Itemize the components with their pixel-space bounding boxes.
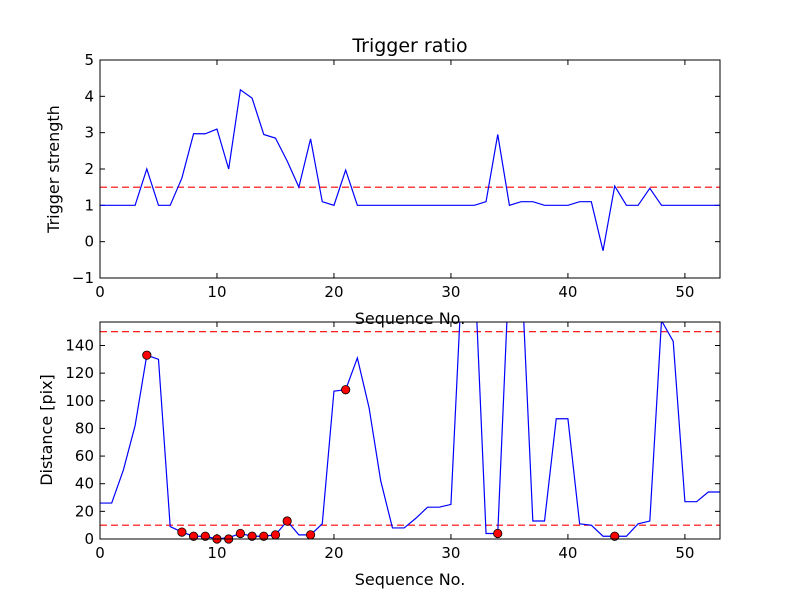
selected-point-marker [341,385,351,395]
top-y-tick-label: 0 [84,233,94,251]
selected-point-marker [270,530,281,540]
selected-point-marker [247,531,257,541]
top-y-tick-label: 2 [84,160,94,178]
bottom-plot-frame [99,321,721,540]
selected-point-marker [235,528,245,539]
bottom-y-axis-label: Distance [pix] [37,374,56,486]
selected-point-marker [610,531,620,541]
top-y-tick-label: 4 [84,87,94,105]
bottom-y-tick-label: 60 [75,447,94,465]
bottom-y-tick-label: 120 [65,364,94,382]
bottom-subplot: 0 10 20 30 40 50 0 20 40 60 80 100 120 140 Sequence N… [37,321,721,589]
selected-point-marker [259,531,269,541]
top-series-line [100,88,720,251]
bottom-x-tick-label: 40 [558,544,577,562]
bottom-ticks: 0 10 20 30 40 50 0 20 40 60 80 100 120 140 [65,322,720,562]
selected-point-marker [188,531,199,541]
selected-point-marker [305,530,316,540]
top-plot-frame [99,59,721,279]
bottom-x-tick-label: 0 [95,544,105,562]
top-x-tick-label: 40 [558,283,577,301]
bottom-x-axis-label: Sequence No. [355,570,466,589]
bottom-y-tick-label: 100 [65,392,94,410]
bottom-y-tick-label: 0 [84,530,94,548]
selected-point-marker [200,531,210,541]
selected-point-marker [282,516,292,526]
top-x-tick-label: 50 [675,283,694,301]
bottom-x-tick-label: 50 [675,544,694,562]
top-x-tick-label: 20 [324,283,343,301]
selected-point-marker [493,528,503,539]
top-y-tick-label: −1 [72,269,94,287]
top-chart-title: Trigger ratio [351,35,467,57]
bottom-y-tick-label: 40 [75,475,94,493]
top-x-axis-label: Sequence No. [355,309,466,328]
bottom-series-line [100,322,720,539]
top-y-axis-label: Trigger strength [44,105,63,234]
bottom-selected-markers [142,350,620,544]
top-y-tick-label: 3 [84,124,94,142]
selected-point-marker [177,527,187,537]
top-x-tick-label: 0 [95,283,105,301]
bottom-x-tick-label: 30 [441,544,460,562]
bottom-threshold-lines [100,331,720,526]
selected-point-marker [142,350,152,360]
top-y-tick-label: 1 [84,196,94,214]
top-x-tick-label: 30 [441,283,460,301]
bottom-y-tick-label: 80 [75,419,94,437]
bottom-y-tick-label: 20 [75,502,94,520]
bottom-x-tick-label: 20 [324,544,343,562]
top-y-tick-label: 5 [84,51,94,69]
bottom-y-tick-label: 140 [65,336,94,354]
top-x-tick-label: 10 [207,283,226,301]
bottom-x-tick-label: 10 [207,544,226,562]
